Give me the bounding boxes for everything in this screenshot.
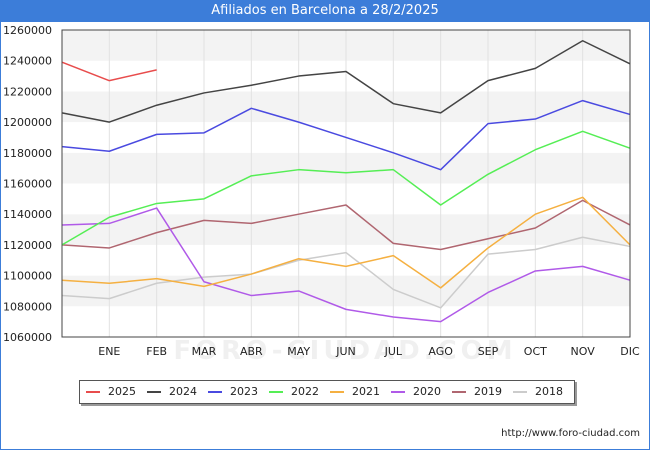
y-tick-label: 1100000 [3, 270, 52, 283]
x-tick-label: JUN [335, 345, 356, 358]
series-line-2025 [61, 61, 157, 82]
source-url: http://www.foro-ciudad.com [501, 428, 640, 439]
series-line-2020 [61, 207, 631, 323]
x-tick-label: OCT [524, 345, 547, 358]
series-line-2022 [61, 130, 631, 246]
y-axis-tick-labels: 1060000 1080000 1100000 1120000 1140000 11600… [3, 24, 52, 344]
y-tick-label: 1140000 [3, 208, 52, 221]
legend-swatch [513, 391, 527, 393]
y-tick-label: 1240000 [3, 55, 52, 68]
y-tick-label: 1160000 [3, 178, 52, 191]
series-line-2024 [61, 39, 631, 123]
y-tick-label: 1060000 [3, 331, 52, 344]
y-tick-label: 1200000 [3, 116, 52, 129]
legend: 2025 2024 2023 2022 2021 2020 2019 2018 [79, 380, 575, 404]
y-tick-label: 1260000 [3, 24, 52, 37]
legend-swatch [208, 391, 222, 393]
x-axis-tick-labels: ENE FEB MAR ABR MAY JUN JUL AGO SEP OCT NOV DIC [98, 345, 640, 358]
legend-swatch [269, 391, 283, 393]
legend-label: 2021 [352, 385, 380, 398]
series-line-2018 [61, 236, 631, 309]
x-tick-label: JUL [384, 345, 403, 358]
legend-label: 2025 [108, 385, 136, 398]
legend-label: 2024 [169, 385, 197, 398]
y-tick-label: 1180000 [3, 147, 52, 160]
legend-label: 2018 [535, 385, 563, 398]
series-line-2019 [61, 199, 631, 251]
series-line-2023 [61, 99, 631, 171]
legend-swatch [330, 391, 344, 393]
x-tick-label: MAY [287, 345, 310, 358]
x-tick-label: AGO [428, 345, 453, 358]
y-tick-label: 1080000 [3, 300, 52, 313]
y-tick-label: 1220000 [3, 85, 52, 98]
legend-label: 2019 [474, 385, 502, 398]
legend-label: 2023 [230, 385, 258, 398]
title-bar: Afiliados en Barcelona a 28/2/2025 [0, 0, 650, 22]
watermark: FORO-CIUDAD.COM [173, 336, 517, 366]
legend-swatch [452, 391, 466, 393]
x-tick-label: MAR [192, 345, 217, 358]
series-line-2021 [61, 196, 631, 289]
series-lines [61, 39, 631, 323]
x-tick-label: ENE [98, 345, 120, 358]
legend-label: 2022 [291, 385, 319, 398]
x-tick-label: FEB [146, 345, 167, 358]
x-tick-label: DIC [620, 345, 640, 358]
plot-border [61, 29, 631, 338]
legend-swatch [86, 391, 100, 393]
y-tick-label: 1120000 [3, 239, 52, 252]
x-tick-label: ABR [240, 345, 263, 358]
x-tick-label: NOV [571, 345, 596, 358]
legend-swatch [391, 391, 405, 393]
legend-swatch [147, 391, 161, 393]
chart-title: Afiliados en Barcelona a 28/2/2025 [211, 3, 439, 18]
legend-label: 2020 [413, 385, 441, 398]
grid-lines [108, 30, 584, 337]
x-tick-label: SEP [478, 345, 499, 358]
